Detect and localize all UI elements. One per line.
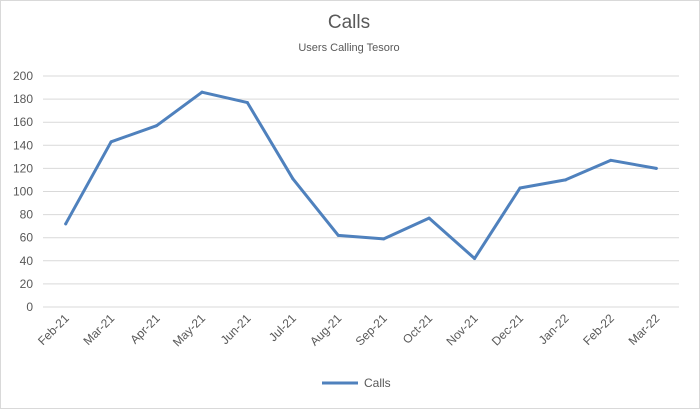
chart-title: Calls bbox=[328, 12, 370, 33]
legend-label-calls: Calls bbox=[364, 376, 391, 390]
data-point bbox=[654, 166, 658, 170]
chart-subtitle: Users Calling Tesoro bbox=[298, 42, 399, 54]
y-tick-label: 200 bbox=[13, 69, 33, 83]
y-tick-label: 100 bbox=[13, 185, 33, 199]
x-tick-label: Oct-21 bbox=[400, 311, 436, 347]
y-tick-label: 0 bbox=[26, 300, 33, 314]
x-tick-label: Sep-21 bbox=[353, 311, 390, 348]
x-tick-label: Mar-22 bbox=[626, 311, 663, 348]
series-group bbox=[64, 90, 658, 260]
gridlines bbox=[43, 75, 679, 308]
data-point bbox=[382, 237, 386, 241]
x-tick-label: Aug-21 bbox=[307, 311, 344, 348]
data-point bbox=[109, 140, 113, 144]
data-point bbox=[518, 186, 522, 190]
data-point bbox=[609, 158, 613, 162]
x-tick-label: Apr-21 bbox=[127, 311, 163, 347]
data-point bbox=[336, 233, 340, 237]
series-line-calls bbox=[64, 90, 658, 260]
data-point bbox=[291, 177, 295, 181]
y-tick-label: 20 bbox=[20, 277, 34, 291]
y-axis: 0 20 40 60 80 100 120 140 160 180 200 bbox=[13, 69, 33, 314]
data-point bbox=[64, 222, 68, 226]
x-tick-label: Mar-21 bbox=[80, 311, 117, 348]
data-point bbox=[563, 178, 567, 182]
y-tick-label: 140 bbox=[13, 138, 33, 152]
x-tick-label: Nov-21 bbox=[443, 311, 480, 348]
legend: Calls bbox=[322, 376, 391, 390]
x-tick-label: Jun-21 bbox=[218, 311, 254, 347]
x-tick-label: Jul-21 bbox=[266, 311, 299, 344]
y-tick-label: 180 bbox=[13, 92, 33, 106]
x-tick-label: May-21 bbox=[170, 311, 208, 349]
y-tick-label: 160 bbox=[13, 115, 33, 129]
x-tick-label: Feb-21 bbox=[35, 311, 72, 348]
y-tick-label: 120 bbox=[13, 161, 33, 175]
y-tick-label: 40 bbox=[20, 254, 34, 268]
y-tick-label: 60 bbox=[20, 231, 34, 245]
x-tick-label: Dec-21 bbox=[489, 311, 526, 348]
data-point bbox=[473, 256, 477, 260]
data-point bbox=[245, 101, 249, 105]
data-point bbox=[427, 216, 431, 220]
data-point bbox=[155, 124, 159, 128]
x-axis: Feb-21 Mar-21 Apr-21 May-21 Jun-21 Jul-21 Aug-… bbox=[35, 311, 663, 349]
x-tick-label: Jan-22 bbox=[536, 311, 572, 347]
data-point bbox=[200, 90, 204, 94]
y-tick-label: 80 bbox=[20, 208, 34, 222]
x-tick-label: Feb-22 bbox=[580, 311, 617, 348]
